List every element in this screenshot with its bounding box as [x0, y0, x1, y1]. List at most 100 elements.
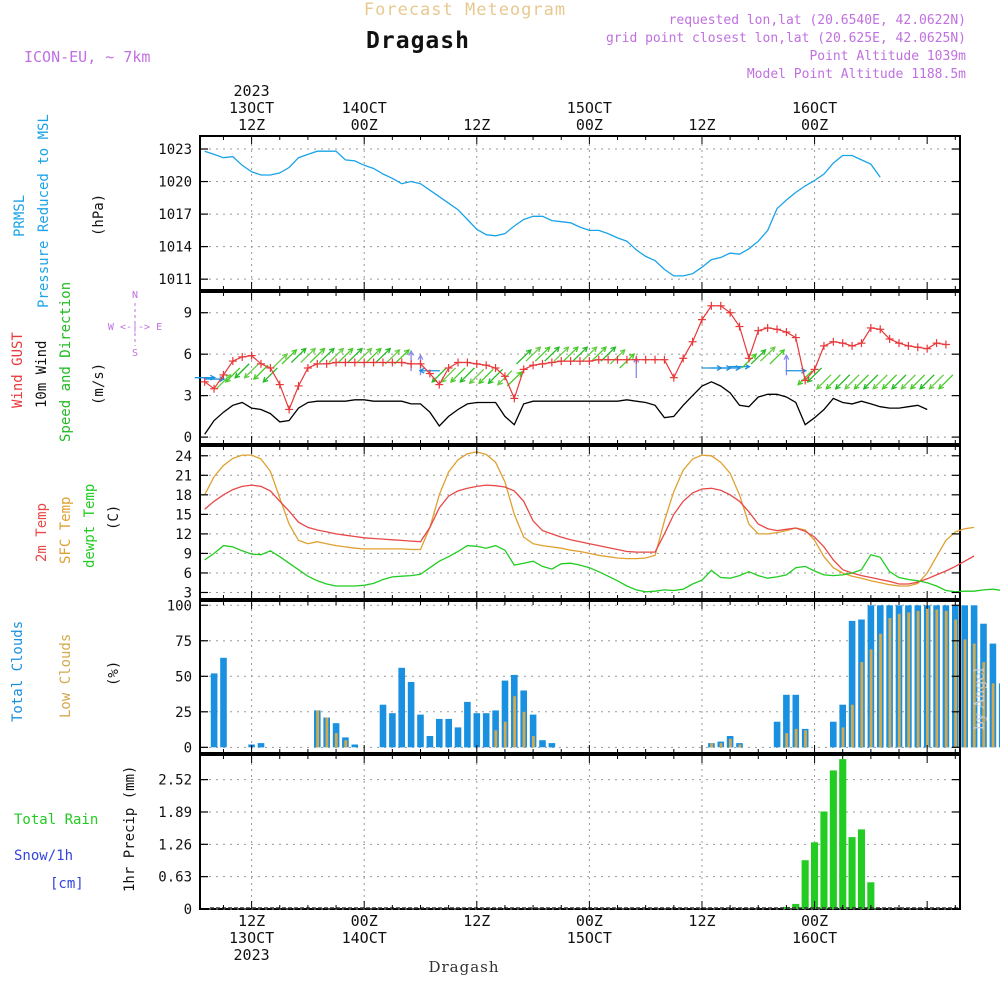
time-label-bottom: 12Z: [688, 912, 715, 930]
wind-arrow-head: [338, 347, 345, 354]
sfc-temp-label: SFC Temp: [58, 497, 74, 564]
gust-marker: [641, 355, 650, 364]
wind-arrow-head: [243, 372, 250, 379]
gust-marker: [247, 351, 256, 360]
gust-marker: [547, 358, 556, 367]
wind-arrow-head: [582, 346, 589, 353]
wind-arrow-shaft: [750, 349, 766, 365]
clouds-ytick-label: 75: [175, 634, 192, 650]
wind-arrow-shaft: [844, 374, 860, 390]
gust-marker: [538, 359, 547, 368]
gust-marker: [716, 301, 725, 310]
precip-ytick-label: 0: [184, 902, 192, 918]
wind-arrow-head: [535, 346, 542, 353]
total-cloud-bar: [539, 740, 546, 748]
time-label-bottom: 14OCT: [342, 929, 387, 947]
gust-marker: [313, 359, 322, 368]
wind-arrow-head: [844, 383, 851, 390]
gust-marker: [275, 380, 284, 389]
rain-bar: [820, 811, 828, 909]
gust-marker: [341, 358, 350, 367]
wind-arrow-shaft: [215, 374, 232, 390]
gust-marker: [866, 323, 875, 332]
wind-arrow-shaft: [516, 349, 532, 365]
wind-arrow-head: [572, 346, 579, 353]
wind-arrow-head: [487, 378, 494, 385]
gust-marker: [585, 357, 594, 366]
compass-n: N: [132, 290, 138, 301]
low-cloud-bar: [522, 711, 526, 748]
gust-marker: [838, 339, 847, 348]
rain-bar: [867, 882, 875, 909]
wind-arrow-head: [900, 383, 907, 390]
wind-arrow-head: [544, 346, 551, 353]
time-label-bottom: 12Z: [463, 912, 490, 930]
total-cloud-bar: [210, 673, 218, 748]
gust-marker: [454, 358, 463, 367]
wind-arrow-shaft: [929, 374, 945, 390]
time-label-bottom: 00Z: [576, 912, 603, 930]
total-cloud-bar: [848, 620, 856, 748]
gust-marker: [829, 337, 838, 346]
chart-title: Dragash: [366, 28, 470, 54]
info-line-4: Model Point Altitude 1188.5m: [747, 67, 966, 82]
gust-marker: [632, 355, 641, 364]
low-cloud-bar: [785, 733, 789, 748]
wind-arrow-head: [891, 383, 897, 390]
gust-marker: [378, 358, 387, 367]
time-label-bottom: 13OCT: [229, 929, 274, 947]
total-cloud-bar: [257, 743, 265, 748]
gust-marker: [369, 358, 378, 367]
gust-marker: [444, 364, 453, 372]
wind-arrow-shaft: [900, 374, 916, 390]
wind-arrow-head: [253, 374, 259, 381]
snow-label: Snow/1h: [14, 848, 73, 864]
wind-arrow-head: [769, 346, 776, 353]
total-cloud-bar: [220, 657, 227, 748]
time-label-top: 12Z: [463, 116, 490, 134]
wind-arrow-head: [909, 383, 916, 390]
wind-arrow-shaft: [872, 374, 888, 390]
total-cloud-bar: [389, 713, 396, 748]
wind-arrow-shaft: [478, 368, 494, 384]
low-cloud-bar: [804, 730, 807, 748]
low-cloud-bar: [991, 683, 995, 748]
wind-arrow-shaft: [910, 374, 926, 390]
wind-arrow-shaft: [553, 346, 569, 362]
wind-arrow-head: [760, 349, 767, 355]
wind-arrow-head: [357, 347, 363, 354]
pressure-ytick-label: 1020: [158, 175, 192, 191]
wind-arrow-shaft: [272, 353, 288, 369]
wind-arrow-head: [834, 383, 841, 390]
wind-arrow-head: [600, 346, 607, 353]
low-cloud-bar: [926, 608, 929, 748]
gust-marker: [622, 355, 631, 364]
wind-arrow-shaft: [854, 374, 869, 390]
watermark: by Angel: [972, 667, 988, 730]
wind-arrow-shaft: [234, 363, 250, 379]
wind-arrow-shaft: [572, 346, 588, 362]
temp-ytick-label: 15: [175, 507, 192, 523]
low-cloud-bar: [935, 609, 939, 748]
wind-arrow-head: [328, 347, 335, 354]
wind-arrow-head: [937, 383, 944, 390]
gust-marker: [519, 365, 528, 374]
total-cloud-bar: [379, 704, 387, 748]
temp-labels: 2m Temp SFC Temp dewpt Temp (C): [34, 484, 122, 568]
wind-arrow-head: [554, 346, 561, 353]
gust-marker: [472, 359, 481, 368]
rain-label: Total Rain: [14, 812, 98, 828]
gust-marker: [285, 405, 294, 414]
wind-arrow-head: [744, 363, 751, 370]
wind-arrow-head: [881, 383, 888, 390]
gust-marker: [885, 334, 894, 343]
wind-arrow-head: [319, 347, 326, 354]
wind-arrow-head: [310, 347, 317, 354]
wind-arrow-shaft: [891, 374, 907, 390]
wind-arrow-head: [366, 347, 373, 354]
total-cloud-bar: [445, 718, 452, 748]
wind-arrow-shaft: [225, 367, 241, 383]
wind-arrow-shaft: [816, 374, 832, 390]
total-cloud-bar: [398, 667, 405, 748]
wind-arrow-head: [919, 383, 926, 390]
